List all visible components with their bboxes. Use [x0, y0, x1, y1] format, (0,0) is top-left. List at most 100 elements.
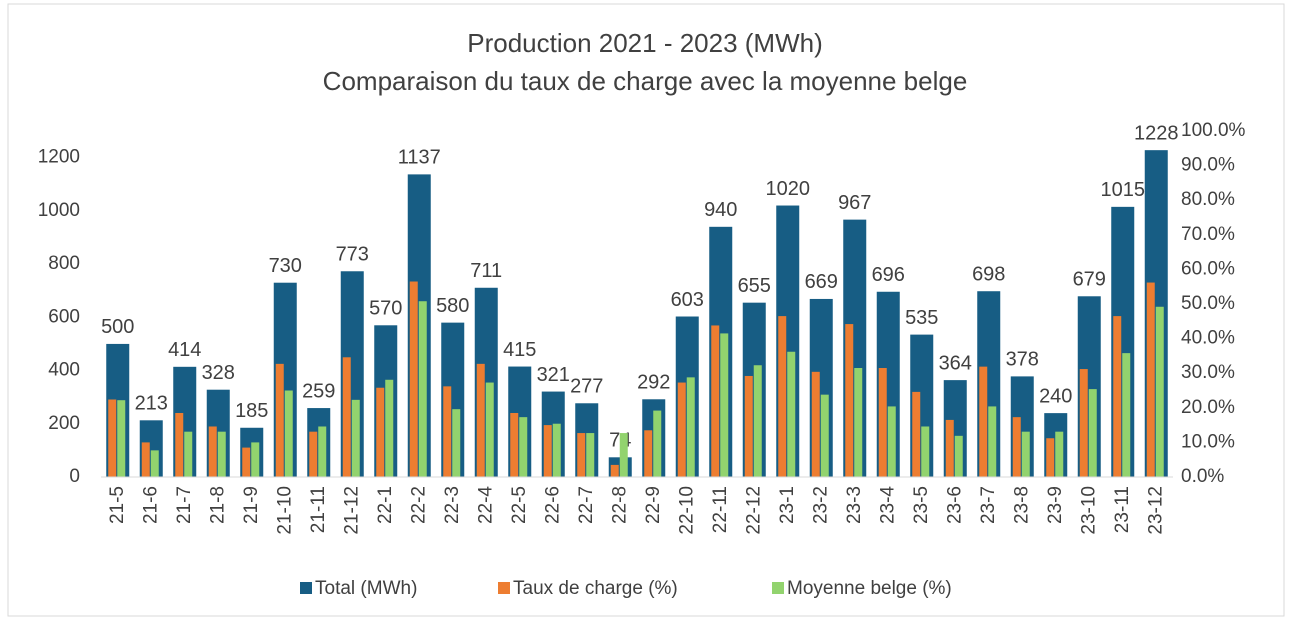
x-tick-label: 23-1 [777, 486, 798, 524]
x-tick-label: 23-8 [1011, 486, 1032, 524]
data-label: 603 [671, 289, 704, 311]
data-label: 292 [637, 372, 670, 394]
y2-tick-label: 40.0% [1181, 328, 1235, 349]
data-label: 321 [537, 364, 570, 386]
y2-tick-label: 50.0% [1181, 293, 1235, 314]
bar [577, 433, 586, 477]
x-tick-label: 22-10 [676, 486, 697, 535]
x-tick-label: 23-5 [911, 486, 932, 524]
x-tick-label: 23-7 [978, 486, 999, 524]
x-tick-label: 22-11 [710, 486, 731, 533]
data-label: 1020 [766, 178, 811, 200]
chart-subtitle: Comparaison du taux de charge avec la mo… [323, 66, 968, 96]
data-label: 669 [805, 271, 838, 293]
data-label: 328 [202, 362, 235, 384]
x-tick-label: 21-10 [274, 486, 295, 535]
bar [1122, 353, 1131, 477]
data-label: 773 [336, 244, 369, 266]
y2-tick-label: 90.0% [1181, 155, 1235, 176]
data-label: 500 [101, 316, 134, 338]
legend-swatch [300, 582, 312, 594]
x-tick-label: 21-6 [140, 486, 161, 524]
x-tick-label: 21-12 [341, 486, 362, 535]
y-tick-label: 800 [48, 253, 80, 274]
bar [945, 419, 954, 477]
x-tick-label: 21-7 [174, 486, 195, 524]
data-label: 277 [570, 376, 603, 398]
x-tick-label: 21-5 [107, 486, 128, 524]
data-label: 655 [738, 275, 771, 297]
bar [711, 325, 720, 477]
data-label: 378 [1006, 349, 1039, 371]
bar [878, 368, 887, 477]
bar [1079, 369, 1088, 477]
y2-tick-label: 70.0% [1181, 224, 1235, 245]
bar [543, 425, 552, 477]
x-tick-label: 22-8 [609, 486, 630, 524]
x-tick-label: 22-12 [743, 486, 764, 535]
y2-tick-label: 0.0% [1181, 466, 1224, 487]
bar [476, 363, 485, 477]
bar [275, 363, 284, 477]
bar [552, 423, 561, 477]
bar [921, 426, 930, 477]
y-tick-label: 0 [69, 466, 80, 487]
bar [150, 450, 159, 477]
bar [1021, 431, 1030, 477]
x-tick-label: 22-4 [475, 486, 496, 524]
legend-swatch [498, 582, 510, 594]
bar [309, 431, 318, 477]
bar [284, 390, 293, 477]
legend-label: Total (MWh) [315, 578, 417, 599]
x-tick-label: 23-6 [944, 486, 965, 524]
x-tick-label: 22-2 [408, 486, 429, 524]
bar [619, 433, 628, 477]
x-tick-label: 23-12 [1145, 486, 1166, 535]
bar [108, 399, 117, 477]
data-label: 698 [972, 264, 1005, 286]
bar [485, 382, 494, 477]
y2-tick-label: 30.0% [1181, 362, 1235, 383]
bar [1113, 316, 1122, 477]
bar [988, 406, 997, 477]
chart-border [7, 3, 1285, 617]
y-tick-label: 600 [48, 306, 80, 327]
x-tick-label: 22-5 [509, 486, 530, 524]
bar [811, 371, 820, 477]
bar [217, 431, 226, 477]
y2-tick-label: 20.0% [1181, 397, 1235, 418]
bar [1055, 431, 1064, 477]
bar [418, 301, 427, 477]
legend-label: Moyenne belge (%) [787, 578, 952, 599]
bar [610, 464, 619, 477]
bar [443, 386, 452, 477]
chart-title: Production 2021 - 2023 (MWh) [467, 28, 823, 58]
data-label: 240 [1039, 385, 1072, 407]
bar [653, 410, 662, 477]
bar [720, 333, 729, 477]
data-label: 730 [269, 255, 302, 277]
data-label: 696 [872, 264, 905, 286]
legend-swatch [772, 582, 784, 594]
data-label: 1137 [398, 147, 441, 169]
bar [686, 377, 695, 477]
y-tick-label: 1000 [38, 200, 80, 221]
bar [519, 417, 528, 477]
data-label: 185 [235, 400, 268, 422]
bar [744, 375, 753, 477]
x-tick-label: 23-9 [1045, 486, 1066, 524]
y2-tick-label: 100.0% [1181, 120, 1246, 141]
bar [141, 442, 150, 477]
x-tick-label: 22-3 [442, 486, 463, 524]
x-tick-label: 23-4 [877, 486, 898, 524]
bar [887, 406, 896, 477]
bar [117, 400, 126, 477]
bar [845, 324, 854, 477]
bar [644, 430, 653, 477]
data-label: 364 [939, 352, 972, 374]
data-label: 570 [369, 298, 402, 320]
x-tick-label: 23-3 [844, 486, 865, 524]
bar [1155, 306, 1164, 477]
bar [912, 391, 921, 477]
